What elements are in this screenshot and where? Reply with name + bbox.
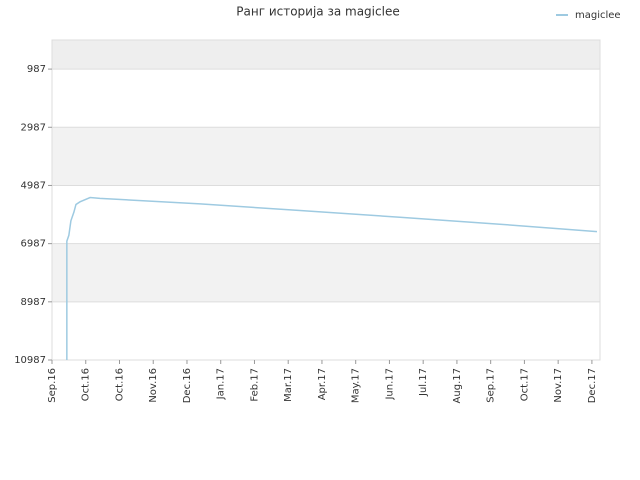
x-tick-label: Dec.16	[182, 368, 193, 403]
x-tick-label: Sep.16	[47, 368, 58, 403]
x-tick-label: Aug.17	[452, 368, 463, 403]
x-tick-label: Sep.17	[486, 368, 497, 403]
x-tick-label: Apr.17	[317, 368, 328, 400]
x-tick-label: Jun.17	[384, 368, 395, 401]
x-tick-label: Oct.16	[81, 368, 92, 401]
band	[52, 301, 600, 360]
band	[52, 69, 600, 128]
x-tick-label: Oct.17	[519, 368, 530, 401]
chart-title: Ранг историја за magiclee	[236, 5, 399, 19]
x-tick-label: Nov.17	[553, 368, 564, 403]
y-tick-label: 6987	[21, 239, 46, 250]
legend-label: magiclee	[575, 10, 621, 21]
x-tick-label: Nov.16	[148, 368, 159, 403]
y-tick-label: 4987	[21, 180, 46, 191]
y-tick-label: 987	[27, 64, 46, 75]
x-tick-label: Feb.17	[249, 368, 260, 402]
x-tick-label: Dec.17	[587, 368, 598, 403]
y-tick-label: 2987	[21, 122, 46, 133]
line	[66, 196, 598, 360]
x-tick-label: Jul.17	[418, 368, 429, 397]
x-tick-label: Jan.17	[216, 368, 227, 400]
band	[52, 185, 600, 244]
y-tick-label: 8987	[21, 297, 46, 308]
x-tick-label: Oct.16	[114, 368, 125, 401]
x-tick-label: May.17	[351, 368, 362, 403]
band	[52, 40, 600, 70]
x-tick-label: Mar.17	[283, 368, 294, 402]
y-tick-label: 10987	[14, 355, 46, 366]
band	[52, 127, 600, 186]
band	[52, 243, 600, 302]
